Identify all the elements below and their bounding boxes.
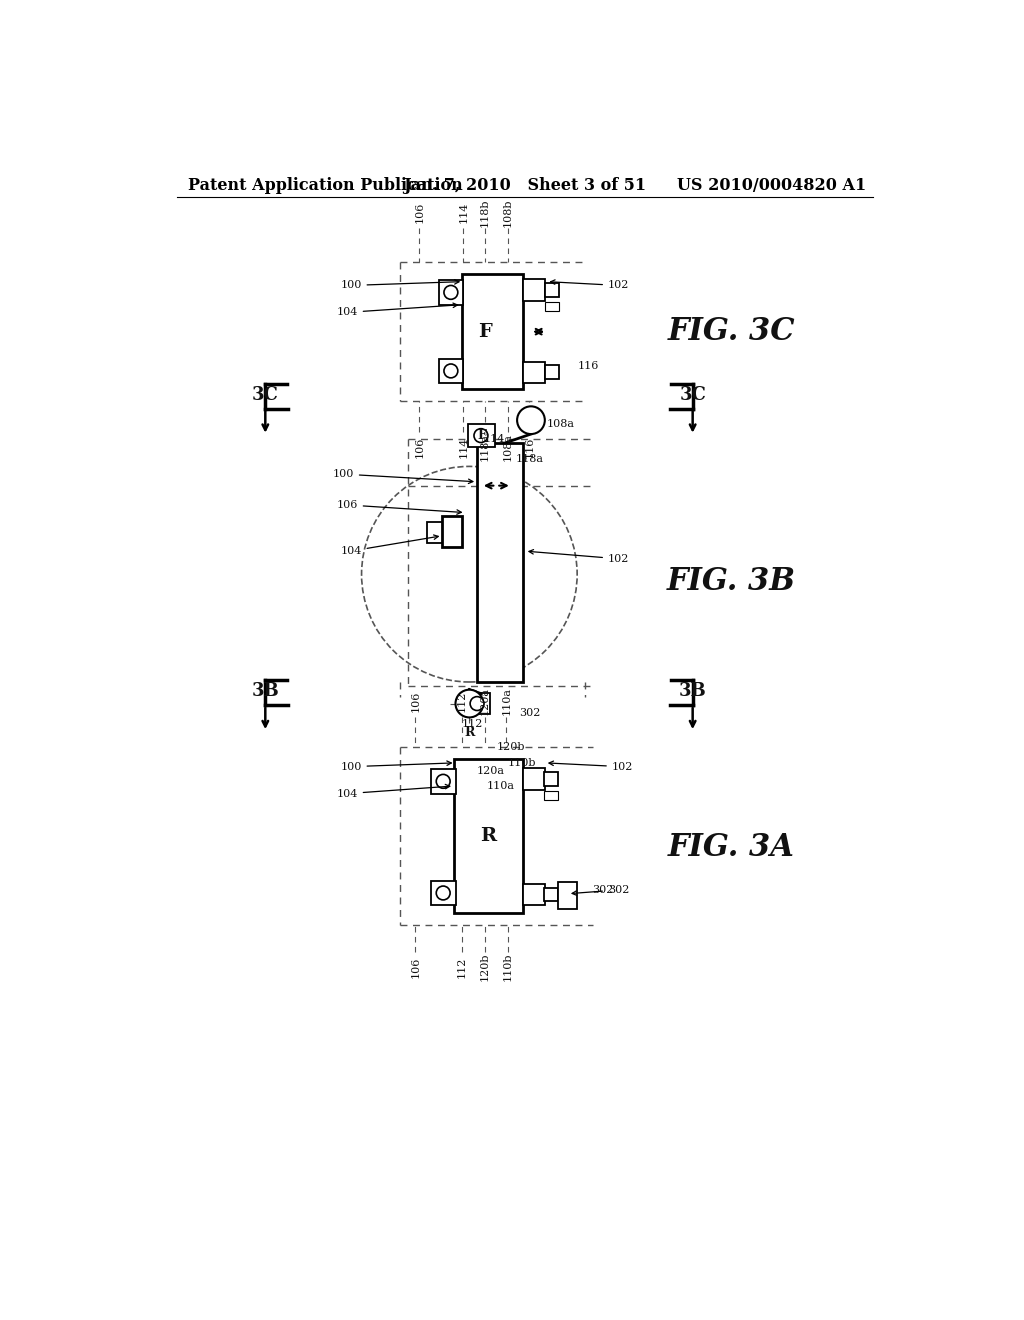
Text: FIG. 3A: FIG. 3A (668, 832, 795, 863)
Text: R: R (464, 726, 474, 739)
Text: 3C: 3C (679, 385, 707, 404)
Text: 108b: 108b (503, 198, 513, 227)
Bar (545, 364, 559, 379)
Text: 116: 116 (578, 362, 599, 371)
Text: 112: 112 (457, 956, 467, 978)
Text: R: R (480, 828, 497, 845)
Bar (477, 444, 523, 682)
Text: Patent Application Publication: Patent Application Publication (188, 177, 463, 194)
Text: 120a: 120a (480, 688, 489, 715)
Text: 100: 100 (340, 760, 452, 772)
Text: 3B: 3B (679, 682, 707, 700)
Text: 3B: 3B (252, 682, 280, 700)
Circle shape (474, 429, 487, 442)
Circle shape (444, 364, 458, 378)
Text: FIG. 3C: FIG. 3C (668, 317, 795, 347)
Text: 302: 302 (519, 708, 541, 718)
Text: 118a: 118a (480, 433, 489, 461)
Text: 108a: 108a (547, 418, 574, 429)
Bar (558, 882, 578, 909)
Bar (523, 280, 545, 301)
Bar (438, 359, 463, 383)
Circle shape (470, 697, 484, 710)
Bar (438, 280, 463, 305)
Text: 104: 104 (340, 535, 438, 556)
Text: 114: 114 (458, 437, 468, 458)
Text: 118a: 118a (515, 454, 544, 463)
Bar (523, 884, 545, 906)
Text: 116: 116 (524, 437, 535, 458)
Text: 102: 102 (529, 549, 630, 564)
Bar (431, 770, 456, 793)
Bar (466, 693, 490, 714)
Text: 114: 114 (458, 202, 468, 223)
Bar (431, 880, 456, 906)
Text: 120b: 120b (497, 742, 525, 752)
Text: 3C: 3C (252, 385, 279, 404)
Circle shape (436, 775, 451, 788)
Text: 302: 302 (593, 884, 614, 895)
Bar (544, 791, 558, 800)
Bar (544, 772, 558, 785)
Text: 108a: 108a (503, 433, 513, 461)
Text: 114: 114 (483, 434, 505, 445)
Bar (427, 521, 442, 544)
Bar (454, 759, 523, 913)
Text: 112: 112 (457, 690, 467, 711)
Bar (442, 516, 462, 548)
Circle shape (456, 689, 483, 718)
Text: 120b: 120b (480, 953, 489, 981)
Text: 106: 106 (411, 690, 421, 711)
Circle shape (444, 285, 458, 300)
Circle shape (517, 407, 545, 434)
Text: 104: 104 (336, 304, 458, 317)
Text: 110b: 110b (503, 953, 513, 981)
Bar (544, 887, 558, 902)
Text: US 2010/0004820 A1: US 2010/0004820 A1 (677, 177, 866, 194)
Text: 120a: 120a (477, 766, 505, 776)
Text: 102: 102 (549, 762, 633, 772)
Bar (545, 302, 559, 312)
Text: 102: 102 (551, 280, 630, 290)
Text: 302: 302 (572, 884, 630, 895)
Bar (462, 275, 523, 389)
Text: 118b: 118b (480, 198, 489, 227)
Text: 100: 100 (333, 469, 473, 483)
Text: 106: 106 (411, 956, 421, 978)
Bar (523, 768, 545, 789)
Bar (545, 284, 559, 297)
Circle shape (436, 886, 451, 900)
Text: Jan. 7, 2010   Sheet 3 of 51: Jan. 7, 2010 Sheet 3 of 51 (403, 177, 646, 194)
Text: 110a: 110a (486, 781, 514, 791)
Text: 110b: 110b (508, 758, 537, 768)
Text: F: F (477, 429, 486, 442)
Text: 100: 100 (340, 280, 459, 290)
Text: 106: 106 (415, 202, 424, 223)
Bar (468, 424, 495, 447)
Bar (523, 362, 545, 383)
Text: 106: 106 (336, 500, 462, 515)
Text: 110a: 110a (502, 688, 511, 715)
Text: 106: 106 (415, 437, 424, 458)
Text: 104: 104 (336, 784, 450, 799)
Text: FIG. 3B: FIG. 3B (667, 566, 796, 598)
Text: F: F (478, 322, 492, 341)
Text: 112: 112 (462, 719, 483, 730)
